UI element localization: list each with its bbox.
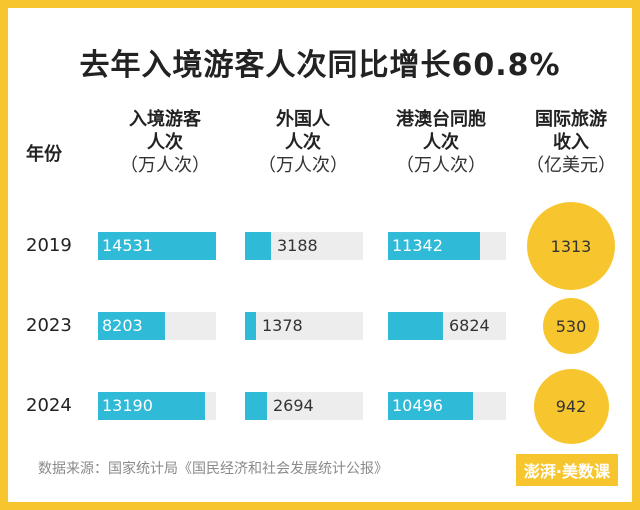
bar-hmt-2019 [388,232,480,260]
bar-foreign-2023 [245,312,256,340]
bar-foreign-2019 [245,232,271,260]
col-header-foreign-l2: 人次 [285,132,321,153]
col-header-revenue-l2: 收入 [553,132,589,153]
chart-card: 去年入境游客人次同比增长60.8% 年份 入境游客 人次 （万人次） 外国人 人… [8,8,632,502]
revenue-label-2024: 942 [555,396,587,416]
bar-track-foreign-2023: 1378 [245,312,363,340]
col-header-revenue-l1: 国际旅游 [535,109,607,130]
col-header-inbound-l1: 入境游客 [129,109,201,130]
year-label-2019: 2019 [26,235,72,256]
bar-hmt-2023 [388,312,443,340]
revenue-circle-2023: 530 [543,298,599,354]
year-label-2023: 2023 [26,315,72,336]
bar-track-hmt-2023: 6824 [388,312,506,340]
col-header-foreign-unit: （万人次） [258,155,348,176]
bar-track-inbound-2024: 13190 [98,392,216,420]
col-header-hmt-unit: （万人次） [396,155,486,176]
row-header: 年份 [26,144,62,165]
bar-track-inbound-2023: 8203 [98,312,216,340]
brand-logo: 澎湃·美数课 [515,454,618,486]
col-header-inbound: 入境游客 人次 （万人次） [106,108,224,177]
bar-label-hmt-2019: 11342 [392,236,443,255]
revenue-label-2023: 530 [555,316,587,336]
bar-label-foreign-2024: 2694 [273,396,314,415]
bar-inbound-2024 [98,392,205,420]
revenue-label-2019: 1313 [550,236,592,256]
col-header-hmt-l2: 人次 [423,132,459,153]
col-header-foreign: 外国人 人次 （万人次） [244,108,362,177]
revenue-circle-2024: 942 [533,368,609,444]
bar-track-foreign-2019: 3188 [245,232,363,260]
chart-title: 去年入境游客人次同比增长60.8% [79,48,561,83]
col-header-inbound-unit: （万人次） [120,155,210,176]
col-header-inbound-l2: 人次 [147,132,183,153]
col-header-revenue-unit: （亿美元） [526,155,616,176]
col-header-hmt-l1: 港澳台同胞 [396,109,486,130]
bar-track-foreign-2024: 2694 [245,392,363,420]
bar-label-hmt-2024: 10496 [392,396,443,415]
col-header-hmt: 港澳台同胞 人次 （万人次） [376,108,506,177]
bar-inbound-2023 [98,312,165,340]
year-label-2024: 2024 [26,395,72,416]
bar-inbound-2019 [98,232,216,260]
bar-label-hmt-2023: 6824 [449,316,490,335]
col-header-revenue: 国际旅游 收入 （亿美元） [516,108,626,177]
col-header-foreign-l1: 外国人 [276,109,330,130]
bar-label-inbound-2023: 8203 [102,316,143,335]
revenue-circle-2019: 1313 [527,202,615,290]
bar-hmt-2024 [388,392,473,420]
bar-foreign-2024 [245,392,267,420]
bar-label-foreign-2019: 3188 [277,236,318,255]
bar-label-inbound-2024: 13190 [102,396,153,415]
bar-track-hmt-2024: 10496 [388,392,506,420]
bar-label-inbound-2019: 14531 [102,236,153,255]
bar-label-foreign-2023: 1378 [262,316,303,335]
bar-track-inbound-2019: 14531 [98,232,216,260]
source-note: 数据来源：国家统计局《国民经济和社会发展统计公报》 [38,461,388,477]
bar-track-hmt-2019: 11342 [388,232,506,260]
